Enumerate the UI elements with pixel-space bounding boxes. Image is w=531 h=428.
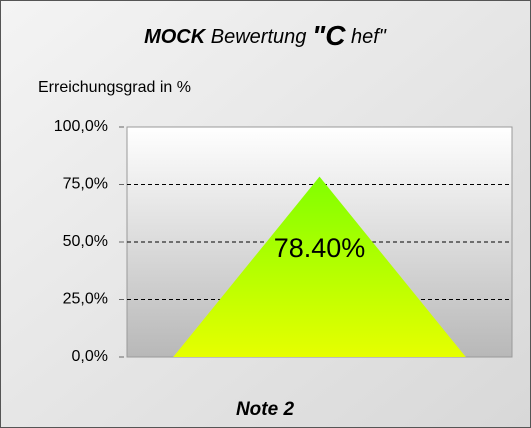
data-label: 78.40% xyxy=(274,233,366,263)
y-tick-label: 75,0% xyxy=(63,176,108,193)
y-tick-label: 0,0% xyxy=(72,348,108,365)
title-part: hef" xyxy=(351,26,387,48)
chart-title: MOCK Bewertung "C hef" xyxy=(144,20,387,51)
area xyxy=(173,176,466,357)
y-tick-label: 100,0% xyxy=(54,118,108,135)
title-part: "C xyxy=(312,20,346,51)
y-tick-label: 50,0% xyxy=(63,233,108,250)
y-axis-label: Erreichungsgrad in % xyxy=(38,79,191,96)
title-part: MOCK xyxy=(144,26,207,48)
title-part: Bewertung xyxy=(211,26,307,48)
x-axis-label: Note 2 xyxy=(236,399,295,420)
y-tick-label: 25,0% xyxy=(63,291,108,308)
